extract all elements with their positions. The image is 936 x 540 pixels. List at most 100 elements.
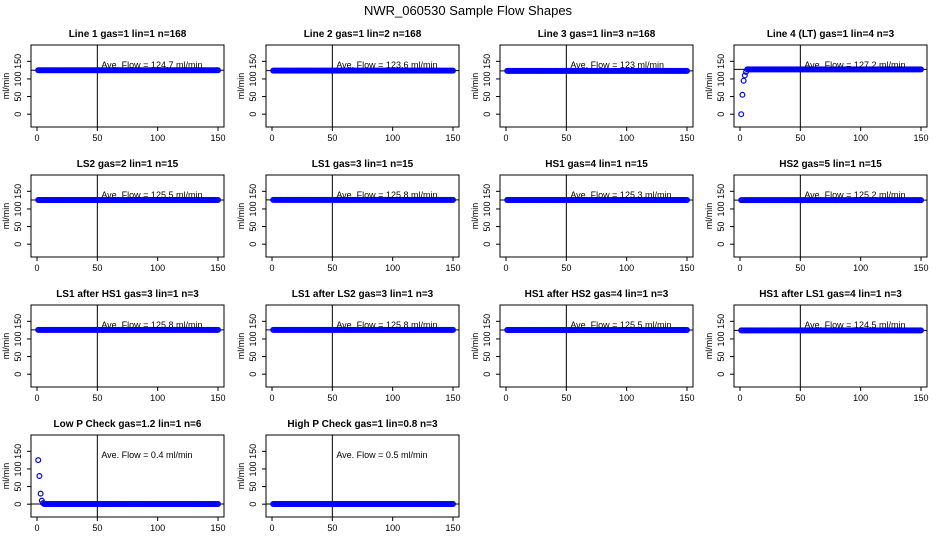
x-tick-label: 150 (445, 133, 460, 143)
x-tick-label: 50 (795, 393, 805, 403)
x-tick-label: 150 (210, 523, 225, 533)
x-tick-label: 100 (150, 133, 165, 143)
x-tick-label: 150 (913, 393, 928, 403)
x-tick-label: 100 (385, 133, 400, 143)
y-tick-label: 0 (482, 112, 492, 117)
y-tick-label: 0 (248, 502, 258, 507)
y-tick-label: 100 (13, 201, 23, 216)
panel: Line 3 gas=1 lin=3 n=168 0 50 100 150 0 50 100 1… (470, 29, 695, 143)
x-tick-label: 0 (269, 263, 274, 273)
panel: HS2 gas=5 lin=1 n=150 50 100 150050100150ml… (704, 159, 929, 273)
x-tick-label: 100 (619, 263, 634, 273)
x-tick-label: 50 (795, 133, 805, 143)
x-tick-label: 0 (269, 393, 274, 403)
panel-title: Low P Check gas=1.2 lin=1 n=6 (54, 419, 202, 430)
y-tick-label: 50 (716, 222, 726, 232)
x-tick-label: 0 (503, 133, 508, 143)
y-tick-label: 50 (13, 92, 23, 102)
y-tick-label: 100 (248, 331, 258, 346)
y-tick-label: 100 (716, 201, 726, 216)
y-tick-label: 50 (248, 482, 258, 492)
x-tick-label: 150 (913, 263, 928, 273)
data-points (504, 67, 690, 74)
y-tick-label: 150 (248, 314, 258, 329)
x-tick-label: 150 (679, 263, 694, 273)
y-tick-label: 100 (13, 461, 23, 476)
x-tick-label: 100 (853, 263, 868, 273)
y-tick-label: 0 (716, 242, 726, 247)
y-tick-label: 50 (248, 92, 258, 102)
panel: LS1 gas=3 lin=1 n=150 50 100 150050100150ml… (236, 159, 461, 273)
data-point (36, 473, 43, 480)
y-tick-label: 0 (482, 372, 492, 377)
panel-title: High P Check gas=1 lin=0.8 n=3 (287, 419, 438, 430)
x-tick-label: 100 (619, 393, 634, 403)
x-tick-label: 150 (679, 133, 694, 143)
y-tick-label: 150 (716, 184, 726, 199)
y-axis-label: ml/min (470, 203, 480, 230)
panel-title: LS1 gas=3 lin=1 n=15 (312, 159, 414, 170)
panel: HS1 gas=4 lin=1 n=150 50 100 150050100150ml… (470, 159, 695, 273)
y-tick-label: 50 (482, 92, 492, 102)
x-tick-label: 0 (737, 133, 742, 143)
data-points (504, 197, 690, 204)
data-points (270, 326, 457, 333)
y-tick-label: 0 (248, 372, 258, 377)
data-point (37, 490, 44, 497)
data-point (738, 111, 745, 118)
x-tick-label: 150 (913, 133, 928, 143)
y-axis-label: ml/min (236, 73, 246, 100)
y-tick-label: 150 (13, 184, 23, 199)
data-point (739, 91, 746, 98)
data-points (35, 67, 222, 74)
y-axis-label: ml/min (1, 333, 11, 360)
data-point (683, 326, 690, 333)
average-flow-annotation: Ave. Flow = 125.8 ml/min (101, 320, 202, 330)
x-tick-label: 100 (853, 393, 868, 403)
panel: LS1 after LS2 gas=3 lin=1 n=3 0 50 100 150 0 5… (236, 289, 461, 403)
x-tick-label: 100 (385, 523, 400, 533)
y-axis-label: ml/min (704, 333, 714, 360)
y-tick-label: 100 (13, 331, 23, 346)
average-flow-annotation: Ave. Flow = 124.5 ml/min (804, 320, 905, 330)
x-tick-label: 0 (34, 263, 39, 273)
data-points (738, 66, 924, 118)
plot-frame (30, 174, 225, 258)
x-tick-label: 50 (327, 393, 337, 403)
figure-title: NWR_060530 Sample Flow Shapes (364, 3, 573, 18)
y-tick-label: 0 (13, 242, 23, 247)
data-point (215, 501, 222, 508)
panel-title: HS1 gas=4 lin=1 n=15 (545, 159, 648, 170)
y-tick-label: 50 (13, 352, 23, 362)
y-tick-label: 100 (482, 71, 492, 86)
data-points (738, 327, 924, 334)
panel: LS2 gas=2 lin=1 n=150 50 100 150050100150ml… (1, 159, 226, 273)
x-tick-label: 0 (34, 523, 39, 533)
x-tick-label: 150 (210, 263, 225, 273)
data-points (270, 67, 457, 74)
x-tick-label: 150 (445, 393, 460, 403)
x-tick-label: 100 (150, 393, 165, 403)
x-tick-label: 50 (92, 263, 102, 273)
x-tick-label: 0 (503, 263, 508, 273)
y-tick-label: 150 (716, 54, 726, 69)
panel-title: Line 1 gas=1 lin=1 n=168 (69, 29, 187, 40)
y-tick-label: 0 (716, 112, 726, 117)
average-flow-annotation: Ave. Flow = 125.3 ml/min (570, 190, 671, 200)
y-axis-label: ml/min (470, 73, 480, 100)
y-tick-label: 50 (482, 352, 492, 362)
x-tick-label: 150 (445, 263, 460, 273)
y-axis-label: ml/min (1, 463, 11, 490)
x-tick-label: 0 (34, 133, 39, 143)
plot-frame (265, 174, 460, 258)
y-axis-label: ml/min (1, 73, 11, 100)
x-tick-label: 50 (327, 263, 337, 273)
y-tick-label: 150 (482, 314, 492, 329)
y-axis-label: ml/min (236, 333, 246, 360)
y-axis-label: ml/min (236, 463, 246, 490)
y-tick-label: 100 (716, 331, 726, 346)
y-tick-label: 150 (716, 314, 726, 329)
data-points (35, 457, 222, 508)
average-flow-annotation: Ave. Flow = 0.5 ml/min (336, 450, 427, 460)
y-tick-label: 150 (13, 54, 23, 69)
